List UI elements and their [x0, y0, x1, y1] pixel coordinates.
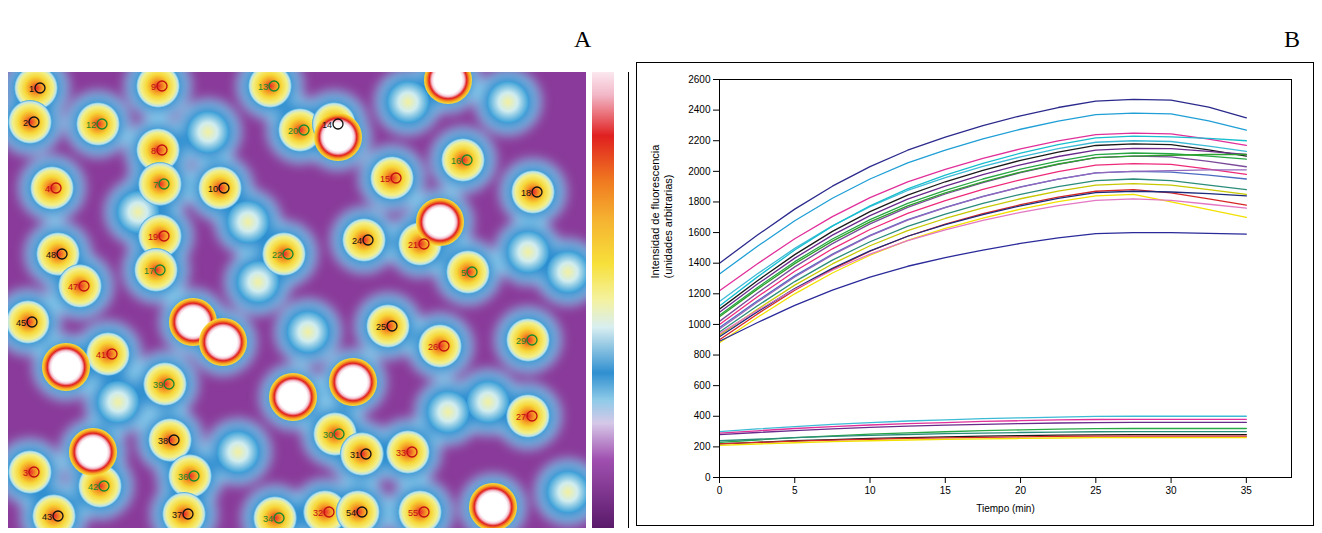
svg-text:39: 39: [153, 380, 163, 390]
svg-text:2200: 2200: [688, 135, 711, 146]
svg-text:42: 42: [88, 482, 98, 492]
svg-text:17: 17: [144, 266, 154, 276]
svg-text:41: 41: [96, 350, 106, 360]
svg-text:9: 9: [151, 82, 156, 92]
svg-text:2600: 2600: [688, 74, 711, 85]
svg-text:1200: 1200: [688, 288, 711, 299]
svg-text:600: 600: [694, 380, 711, 391]
svg-text:200: 200: [694, 441, 711, 452]
svg-text:5: 5: [461, 268, 466, 278]
svg-text:26: 26: [428, 342, 438, 352]
svg-text:32: 32: [313, 508, 323, 518]
svg-text:15: 15: [940, 485, 952, 496]
svg-text:5: 5: [792, 485, 798, 496]
svg-text:10: 10: [208, 184, 218, 194]
svg-text:14: 14: [322, 120, 332, 130]
svg-text:1600: 1600: [688, 227, 711, 238]
svg-text:19: 19: [148, 232, 158, 242]
svg-text:47: 47: [68, 282, 78, 292]
svg-text:31: 31: [350, 450, 360, 460]
svg-text:36: 36: [178, 472, 188, 482]
svg-text:Tiempo (min): Tiempo (min): [976, 503, 1035, 514]
svg-text:54: 54: [346, 508, 356, 518]
svg-text:25: 25: [376, 322, 386, 332]
svg-text:400: 400: [694, 410, 711, 421]
svg-text:0: 0: [705, 472, 711, 483]
svg-text:21: 21: [408, 240, 418, 250]
svg-text:2400: 2400: [688, 104, 711, 115]
svg-text:7: 7: [153, 180, 158, 190]
svg-text:3: 3: [23, 468, 28, 478]
svg-text:1400: 1400: [688, 257, 711, 268]
svg-text:8: 8: [151, 146, 156, 156]
html-text:B: B: [1284, 26, 1300, 52]
svg-text:25: 25: [1090, 485, 1102, 496]
svg-text:37: 37: [172, 510, 182, 520]
svg-text:16: 16: [451, 156, 461, 166]
svg-text:800: 800: [694, 349, 711, 360]
svg-text:15: 15: [380, 174, 390, 184]
svg-text:12: 12: [86, 120, 96, 130]
svg-text:20: 20: [288, 126, 298, 136]
svg-text:30: 30: [1166, 485, 1178, 496]
svg-text:22: 22: [272, 250, 282, 260]
svg-text:29: 29: [516, 336, 526, 346]
svg-text:33: 33: [396, 448, 406, 458]
svg-text:27: 27: [516, 412, 526, 422]
svg-text:43: 43: [42, 512, 52, 522]
svg-text:0: 0: [717, 485, 723, 496]
svg-text:20: 20: [1015, 485, 1027, 496]
html-text:A: A: [574, 26, 592, 52]
svg-text:45: 45: [16, 318, 26, 328]
svg-text:34: 34: [263, 514, 273, 524]
svg-text:Intensidad de fluorescencia(un: Intensidad de fluorescencia(unidades arb…: [649, 144, 674, 279]
svg-text:2000: 2000: [688, 166, 711, 177]
svg-text:4: 4: [45, 184, 50, 194]
svg-text:18: 18: [521, 188, 531, 198]
svg-text:2: 2: [23, 118, 28, 128]
svg-text:48: 48: [46, 250, 56, 260]
svg-text:30: 30: [323, 430, 333, 440]
svg-text:35: 35: [1241, 485, 1253, 496]
svg-text:1000: 1000: [688, 319, 711, 330]
svg-text:38: 38: [158, 436, 168, 446]
svg-text:1: 1: [29, 84, 34, 94]
svg-text:55: 55: [408, 508, 418, 518]
svg-text:24: 24: [352, 236, 362, 246]
svg-text:10: 10: [864, 485, 876, 496]
svg-text:13: 13: [258, 82, 268, 92]
svg-text:1800: 1800: [688, 196, 711, 207]
